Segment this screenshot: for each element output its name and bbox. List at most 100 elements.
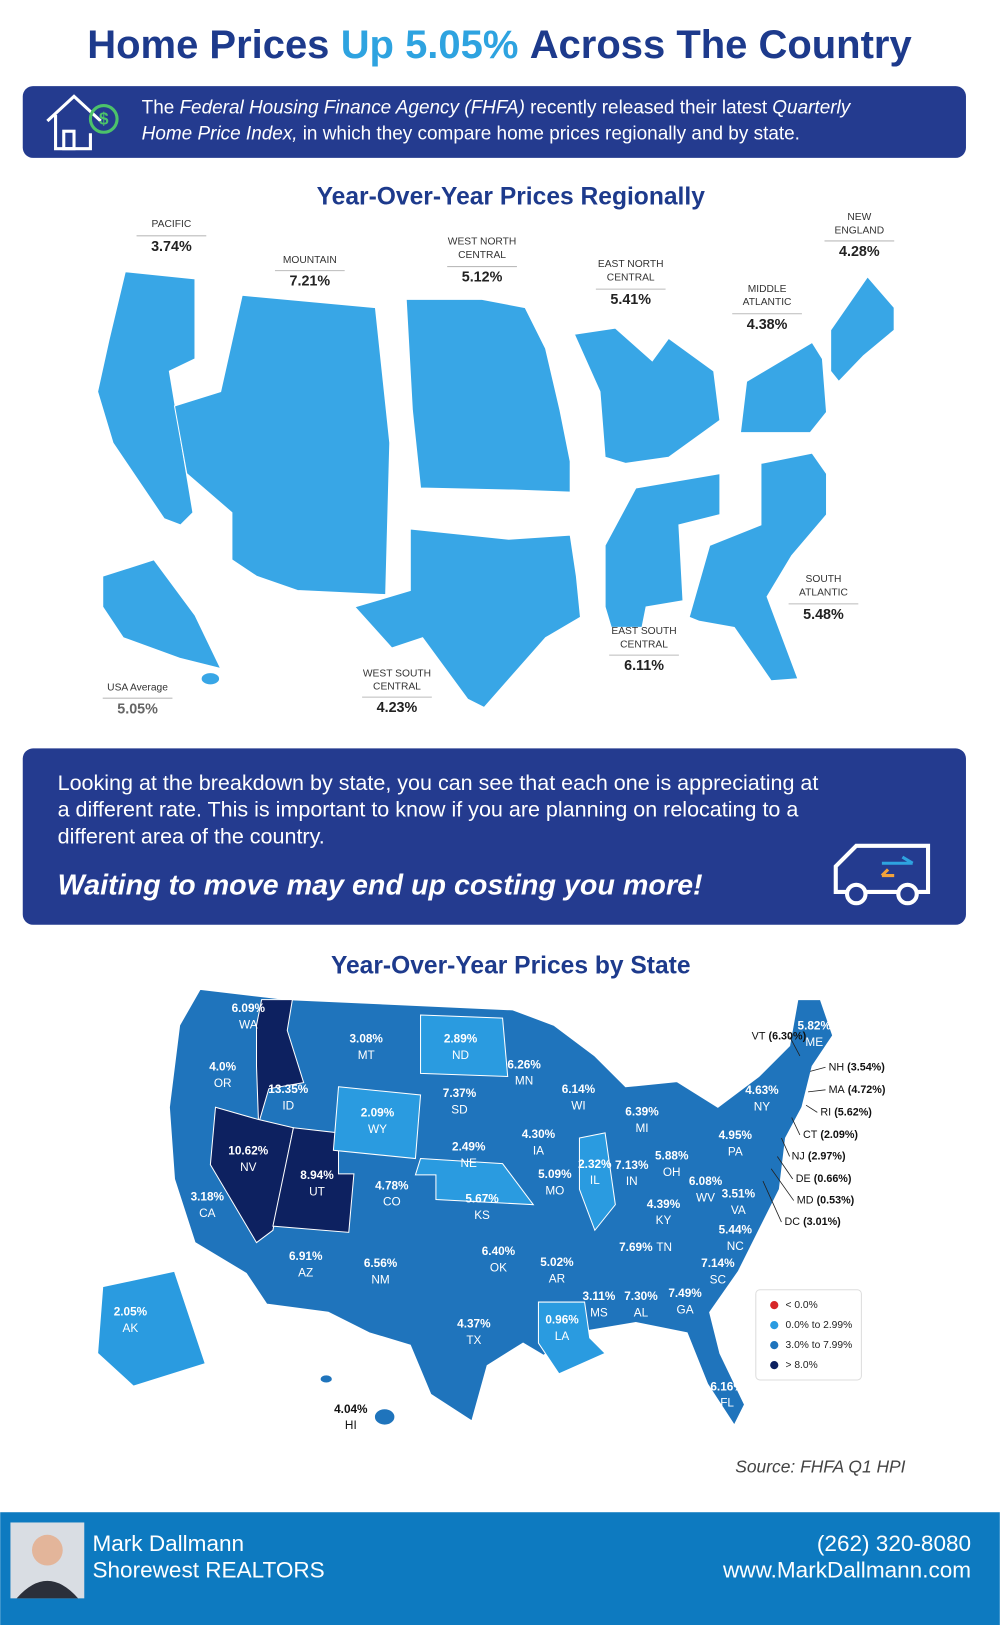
leader-line xyxy=(791,1117,801,1136)
arrow-left xyxy=(880,868,895,878)
region-name: MOUNTAIN xyxy=(283,255,337,266)
message-box xyxy=(22,748,966,925)
region-new-england xyxy=(830,275,895,383)
region-name: EAST NORTH xyxy=(598,259,664,270)
state-abbr: AL xyxy=(634,1306,649,1319)
state-shape xyxy=(414,1157,535,1206)
callout-abbr: MD xyxy=(797,1194,814,1206)
intro-segment: Federal Housing Finance Agency (FHFA) xyxy=(179,98,525,119)
state-shape xyxy=(420,1014,509,1078)
state-abbr: ID xyxy=(282,1099,294,1112)
state-map xyxy=(168,988,834,1427)
intro-segment: recently released their latest xyxy=(530,98,768,119)
state-value: 6.09% xyxy=(232,1002,266,1015)
state-shape xyxy=(332,1086,422,1160)
state-value: 6.40% xyxy=(482,1245,516,1258)
state-abbr: CA xyxy=(199,1207,216,1220)
state-abbr: OK xyxy=(490,1261,507,1274)
legend-label: 0.0% to 2.99% xyxy=(786,1320,853,1331)
title-part: Up 5.05% xyxy=(341,23,519,67)
state-abbr: WA xyxy=(239,1018,258,1031)
state-value: 8.94% xyxy=(300,1169,334,1182)
intro-segment: Quarterly xyxy=(772,98,851,119)
title-part: Home Prices xyxy=(87,23,329,67)
callout-abbr: VT xyxy=(752,1030,766,1042)
state-abbr: NE xyxy=(461,1157,478,1170)
photo-face xyxy=(31,1534,63,1566)
state-abbr: OR xyxy=(214,1077,232,1090)
state-value: 6.56% xyxy=(364,1257,398,1270)
region-name: MIDDLE xyxy=(748,284,787,295)
region-value: 4.38% xyxy=(747,317,788,333)
state-abbr: NY xyxy=(754,1100,771,1113)
state-shape xyxy=(578,1132,616,1232)
state-value: 5.88% xyxy=(655,1150,689,1163)
callout: CT (2.09%) xyxy=(803,1129,858,1141)
state-value: 2.09% xyxy=(361,1107,395,1120)
leader-line xyxy=(789,1036,801,1057)
leader-line xyxy=(770,1168,795,1201)
state-labels: 6.09% WA 4.0% OR 13.35% ID 10.62% NV 8.94% UT 3.18… xyxy=(114,1002,832,1432)
dollar-circle xyxy=(88,104,119,134)
callout: VT (6.30%) xyxy=(752,1030,807,1042)
region-value: 3.74% xyxy=(151,239,192,255)
state-shapes xyxy=(97,999,616,1387)
message-line: Looking at the breakdown by state, you c… xyxy=(58,771,819,795)
intro-segment: in which they compare home prices region… xyxy=(303,123,800,144)
state-value: 6.08% xyxy=(689,1175,723,1188)
title-part: Across The Country xyxy=(530,23,913,67)
message-text: Looking at the breakdown by state, you c… xyxy=(58,771,819,848)
state-value: 4.0% xyxy=(209,1060,236,1073)
state-value: 5.44% xyxy=(719,1223,753,1236)
region-hawaii xyxy=(200,672,221,686)
state-shape xyxy=(209,1106,295,1244)
state-value: 13.35% xyxy=(268,1083,308,1096)
callout-value: (3.01%) xyxy=(803,1216,841,1228)
intro-line: Home Price Index, in which they compare h… xyxy=(142,123,800,144)
callout: MD (0.53%) xyxy=(797,1194,855,1206)
callouts: VT (6.30%)NH (3.54%)MA (4.72%)RI (5.62%)CT (2… xyxy=(752,1030,886,1228)
state-abbr: MS xyxy=(590,1306,608,1319)
region-value: 7.21% xyxy=(289,274,330,290)
leader-line xyxy=(762,1180,782,1223)
region-mountain xyxy=(173,294,391,596)
house-door xyxy=(62,129,76,151)
state-value: 0.96% xyxy=(545,1314,579,1327)
region-alaska xyxy=(102,559,222,670)
state-abbr: SC xyxy=(710,1274,727,1287)
state-value: 6.91% xyxy=(289,1250,323,1263)
legend-label: 3.0% to 7.99% xyxy=(786,1340,853,1351)
state-value: 4.04% xyxy=(334,1403,368,1416)
van-wheel xyxy=(844,882,868,906)
title: Home Prices Up 5.05% Across The Country xyxy=(87,23,912,67)
state-value: 4.30% xyxy=(522,1128,556,1141)
legend-swatch xyxy=(770,1361,779,1370)
source: Source: FHFA Q1 HPI xyxy=(735,1457,905,1477)
state-value: 2.89% xyxy=(444,1033,478,1046)
region-name: ENGLAND xyxy=(835,225,885,236)
region-name: CENTRAL xyxy=(607,273,655,284)
state-abbr: KS xyxy=(474,1209,490,1222)
region-east-south-central xyxy=(604,473,721,628)
region-value: 5.41% xyxy=(610,292,651,308)
region-name: EAST SOUTH xyxy=(611,626,676,637)
legend: < 0.0% 0.0% to 2.99% 3.0% to 7.99% > 8.0% xyxy=(770,1300,852,1371)
region-name: ATLANTIC xyxy=(799,587,848,598)
state-value: 2.49% xyxy=(452,1140,486,1153)
region-middle-atlantic xyxy=(739,341,828,434)
state-value: 3.51% xyxy=(722,1188,756,1201)
state-abbr: NM xyxy=(371,1274,389,1287)
state-value: 2.32% xyxy=(578,1158,612,1171)
region-name: CENTRAL xyxy=(620,640,668,651)
region-value: 6.11% xyxy=(624,658,664,674)
region-value: 4.23% xyxy=(377,700,418,716)
state-abbr: FL xyxy=(720,1397,734,1410)
state-abbr: MN xyxy=(515,1075,533,1088)
state-abbr: ND xyxy=(452,1049,469,1062)
callout: DE (0.66%) xyxy=(796,1173,852,1185)
dollar-sign: $ xyxy=(99,109,109,129)
intro-segment: The xyxy=(142,98,175,119)
leader-line xyxy=(810,1066,826,1072)
region-name: CENTRAL xyxy=(373,682,421,693)
callout-value: (0.66%) xyxy=(814,1173,852,1185)
